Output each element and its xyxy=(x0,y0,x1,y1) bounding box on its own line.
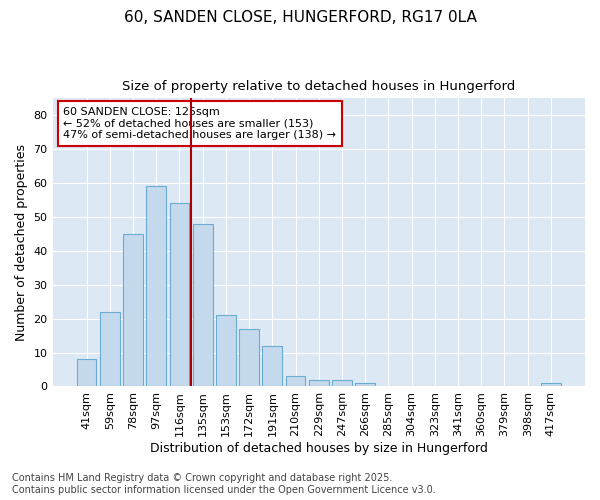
Bar xyxy=(309,380,329,386)
Bar xyxy=(100,312,119,386)
Bar xyxy=(170,204,190,386)
Bar xyxy=(193,224,212,386)
Bar xyxy=(286,376,305,386)
Bar xyxy=(216,316,236,386)
Bar xyxy=(77,360,97,386)
Bar xyxy=(123,234,143,386)
Text: 60, SANDEN CLOSE, HUNGERFORD, RG17 0LA: 60, SANDEN CLOSE, HUNGERFORD, RG17 0LA xyxy=(124,10,476,25)
Bar xyxy=(239,329,259,386)
Title: Size of property relative to detached houses in Hungerford: Size of property relative to detached ho… xyxy=(122,80,515,93)
Bar xyxy=(355,383,375,386)
Bar xyxy=(146,186,166,386)
Text: Contains HM Land Registry data © Crown copyright and database right 2025.
Contai: Contains HM Land Registry data © Crown c… xyxy=(12,474,436,495)
Bar xyxy=(332,380,352,386)
Y-axis label: Number of detached properties: Number of detached properties xyxy=(15,144,28,341)
X-axis label: Distribution of detached houses by size in Hungerford: Distribution of detached houses by size … xyxy=(150,442,488,455)
Bar xyxy=(541,383,561,386)
Bar xyxy=(262,346,282,387)
Text: 60 SANDEN CLOSE: 125sqm
← 52% of detached houses are smaller (153)
47% of semi-d: 60 SANDEN CLOSE: 125sqm ← 52% of detache… xyxy=(63,107,336,140)
